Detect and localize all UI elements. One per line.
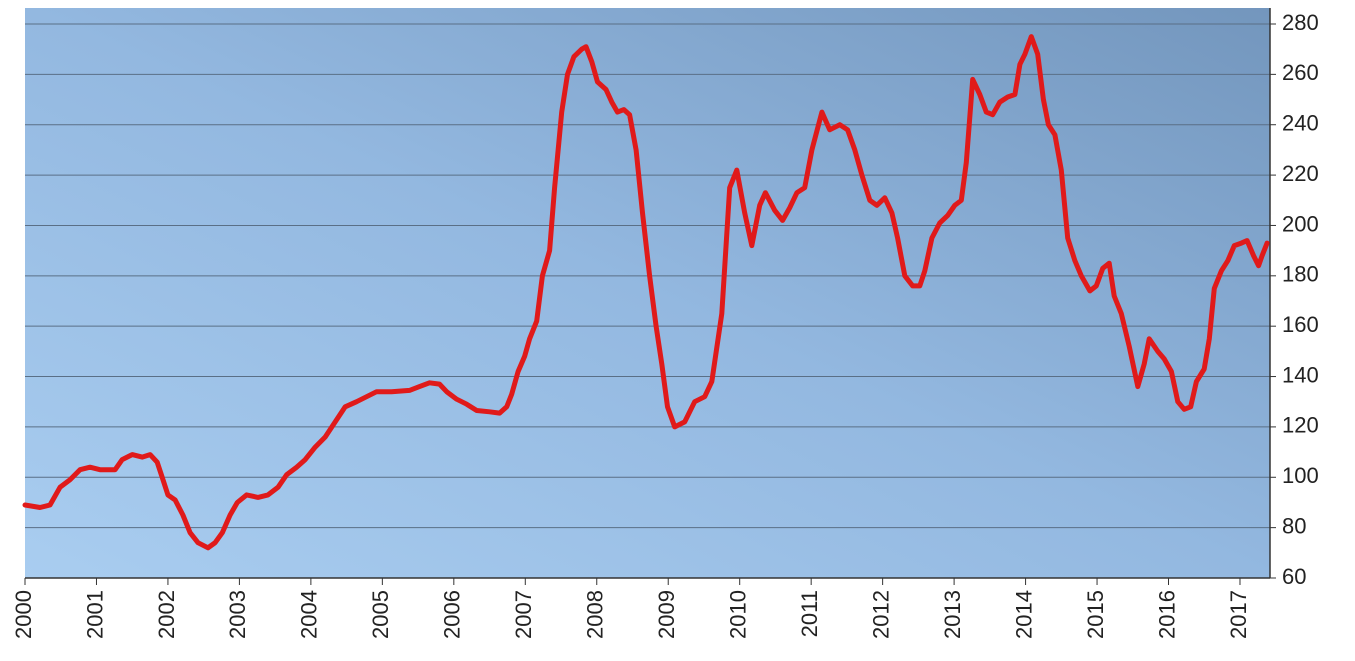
data-line <box>22 34 1270 551</box>
x-tick-label: 2005 <box>368 590 393 639</box>
y-tick-label: 160 <box>1282 312 1319 337</box>
x-tick-label: 2014 <box>1011 590 1036 639</box>
y-tick-label: 180 <box>1282 262 1319 287</box>
y-tick-label: 220 <box>1282 161 1319 186</box>
x-tick-label: 2013 <box>940 590 965 639</box>
y-tick-label: 140 <box>1282 362 1319 387</box>
x-tick-label: 2001 <box>82 590 107 639</box>
x-tick-label: 2008 <box>583 590 608 639</box>
x-tick-label: 2010 <box>726 590 751 639</box>
y-tick-label: 200 <box>1282 211 1319 236</box>
x-tick-label: 2003 <box>225 590 250 639</box>
x-tick-label: 2017 <box>1226 590 1251 639</box>
x-tick-label: 2000 <box>11 590 36 639</box>
x-tick-label: 2004 <box>297 590 322 639</box>
x-tick-label: 2009 <box>654 590 679 639</box>
plot-background <box>25 8 1270 578</box>
x-tick-label: 2015 <box>1083 590 1108 639</box>
x-tick-label: 2011 <box>797 590 822 637</box>
y-tick-label: 120 <box>1282 413 1319 438</box>
y-tick-label: 260 <box>1282 60 1319 85</box>
x-tick-label: 2016 <box>1154 590 1179 639</box>
y-tick-label: 280 <box>1282 10 1319 35</box>
x-tick-label: 2002 <box>154 590 179 639</box>
x-tick-label: 2007 <box>511 590 536 639</box>
y-tick-label: 80 <box>1282 513 1306 538</box>
x-tick-label: 2006 <box>440 590 465 639</box>
y-tick-label: 100 <box>1282 463 1319 488</box>
x-tick-label: 2012 <box>868 590 893 639</box>
y-tick-label: 240 <box>1282 111 1319 136</box>
y-tick-label: 60 <box>1282 564 1306 589</box>
